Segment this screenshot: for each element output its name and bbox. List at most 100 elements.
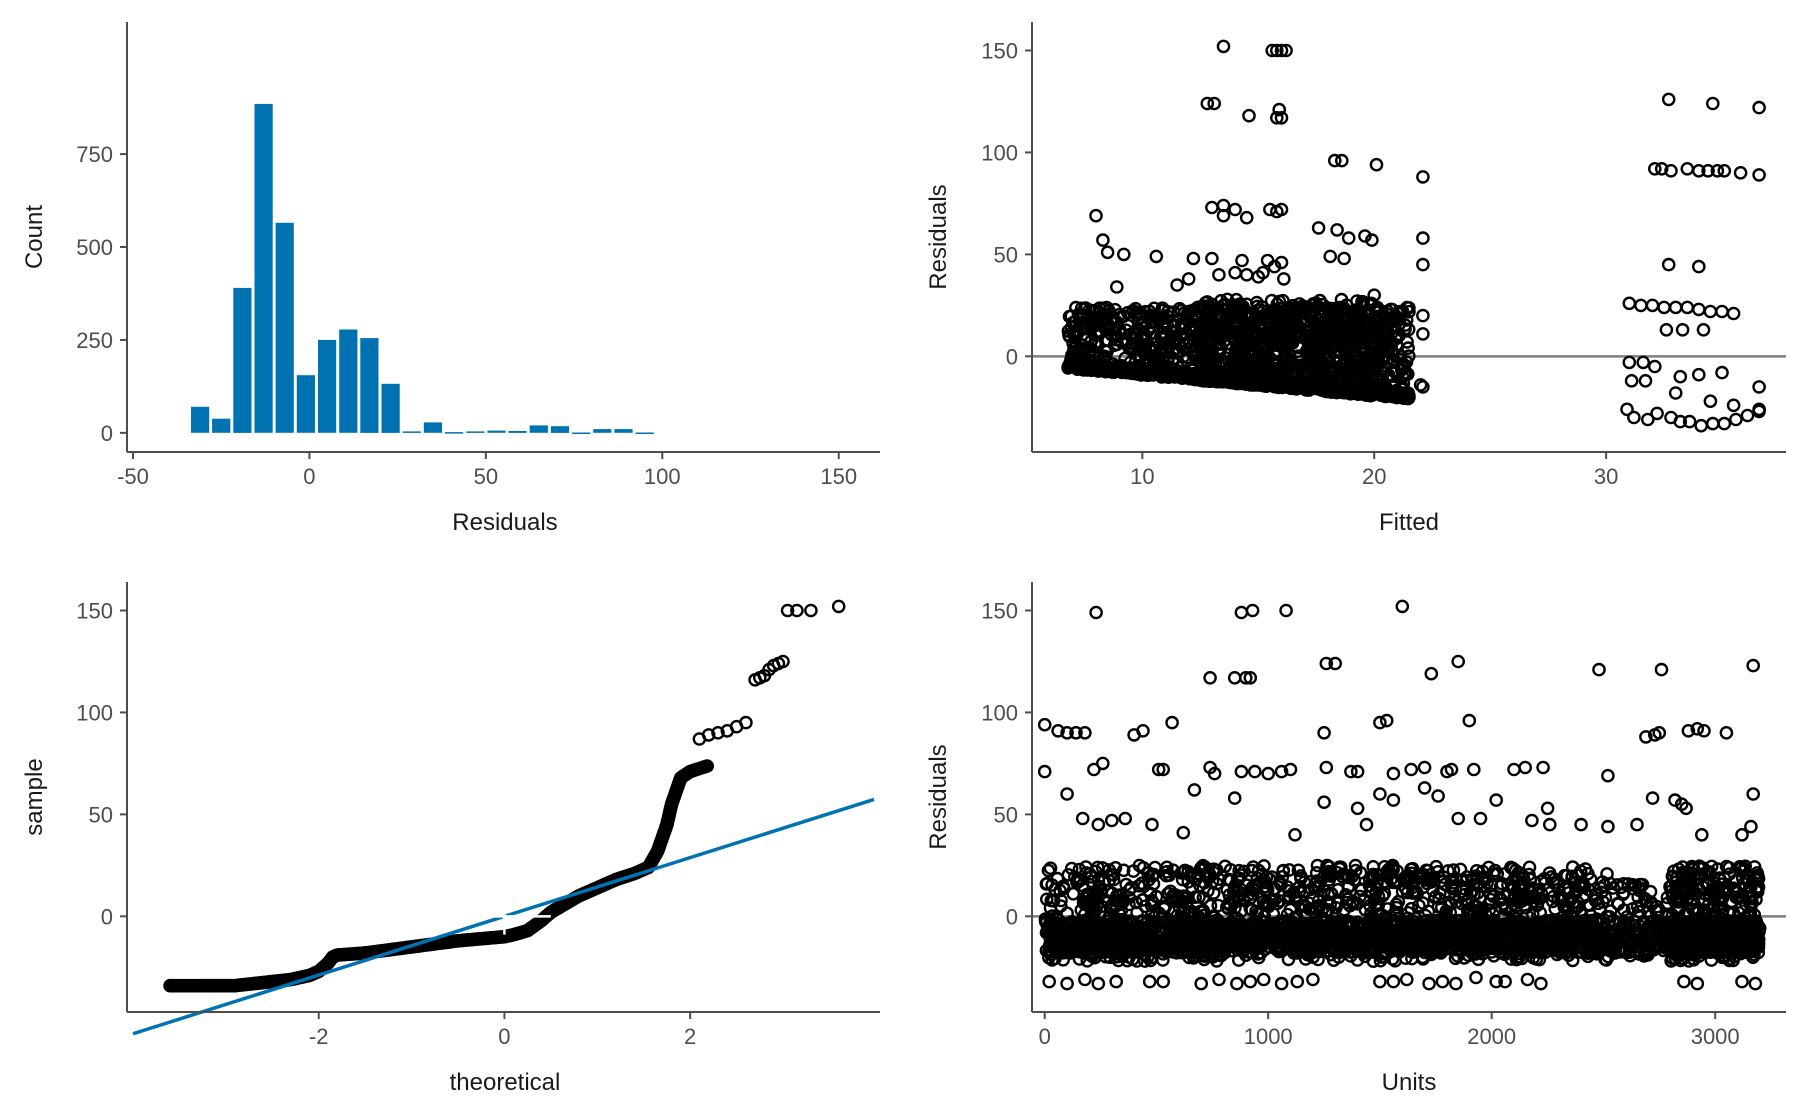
data-point	[1416, 327, 1430, 341]
data-point	[1117, 247, 1131, 262]
y-tick-label: 750	[76, 142, 113, 167]
data-point	[1692, 259, 1706, 274]
data-point	[1170, 278, 1184, 292]
y-tick-label: 150	[981, 39, 1018, 64]
x-tick-label: 2	[684, 1024, 696, 1049]
x-tick-label: -2	[309, 1024, 329, 1049]
data-point	[1715, 304, 1729, 319]
x-tick-label: -50	[117, 464, 149, 489]
data-point	[1634, 298, 1648, 313]
histogram-bar	[339, 329, 358, 433]
data-point	[1752, 100, 1766, 115]
y-tick-label: 100	[76, 700, 113, 725]
data-point	[1205, 251, 1219, 266]
histogram-bar	[529, 425, 548, 433]
data-point	[1158, 327, 1172, 342]
data-point	[1675, 322, 1690, 337]
y-tick-label: 0	[101, 421, 113, 446]
x-tick-label: 100	[644, 464, 681, 489]
qq-point	[804, 603, 818, 618]
data-point	[1396, 360, 1410, 374]
data-point	[1369, 157, 1384, 172]
data-point	[1149, 249, 1164, 264]
y-tick-label: 100	[981, 140, 1018, 165]
data-point	[1416, 257, 1430, 272]
data-point	[1066, 887, 1081, 901]
data-point	[1673, 369, 1688, 384]
data-point	[1726, 398, 1741, 413]
data-point	[1726, 306, 1741, 321]
x-axis-title: Fitted	[1379, 509, 1439, 536]
data-point	[1624, 373, 1639, 388]
data-point	[1239, 210, 1254, 225]
histogram-bar	[445, 432, 464, 434]
histogram-bar	[296, 375, 315, 433]
data-point	[1680, 300, 1695, 315]
data-point	[1181, 272, 1196, 286]
y-axis-title: Count	[21, 205, 48, 269]
data-point	[1703, 304, 1718, 319]
data-point	[1119, 336, 1133, 351]
data-point	[1717, 163, 1732, 178]
data-point	[1096, 233, 1110, 247]
data-point	[1145, 342, 1159, 357]
data-point	[1089, 208, 1103, 223]
histogram-bar	[233, 287, 252, 433]
histogram-bar	[191, 406, 210, 433]
data-point	[1235, 253, 1249, 268]
data-point	[1416, 170, 1430, 184]
data-point	[1099, 300, 1114, 315]
histogram-bar	[508, 431, 527, 433]
data-point	[1622, 296, 1637, 311]
data-point	[1752, 168, 1766, 182]
data-point	[1110, 280, 1124, 294]
data-point	[1147, 301, 1161, 316]
y-axis-title: sample	[21, 758, 48, 835]
y-tick-label: 250	[76, 328, 113, 353]
data-point	[1187, 344, 1201, 359]
data-point	[1186, 251, 1201, 266]
histogram-bar	[466, 431, 485, 433]
data-point	[1212, 267, 1226, 282]
y-tick-label: 0	[1006, 344, 1018, 369]
x-tick-label: 150	[820, 464, 857, 489]
data-point	[1733, 165, 1748, 180]
y-tick-label: 0	[101, 904, 113, 929]
data-point	[1335, 153, 1349, 168]
data-point	[1638, 373, 1653, 388]
data-point	[1216, 39, 1231, 54]
data-point	[1696, 322, 1711, 337]
histogram-bar	[572, 432, 591, 434]
data-point	[1648, 359, 1662, 374]
data-point	[1239, 267, 1254, 282]
data-point	[1242, 108, 1256, 123]
data-point	[1694, 418, 1708, 433]
data-point	[1645, 298, 1660, 313]
data-point	[1330, 223, 1344, 237]
data-point	[1416, 231, 1430, 245]
histogram-bar	[423, 422, 442, 433]
histogram-bar	[254, 103, 273, 433]
data-point	[1706, 416, 1720, 431]
y-tick-label: 150	[76, 599, 113, 624]
data-point	[1668, 386, 1683, 400]
data-point	[1740, 408, 1755, 423]
x-axis-title: theoretical	[450, 1069, 561, 1096]
data-point	[1207, 96, 1221, 111]
data-point	[1729, 412, 1743, 427]
x-axis-title: Residuals	[452, 509, 557, 536]
histogram-bar	[593, 429, 612, 433]
data-point	[1627, 410, 1641, 425]
y-tick-label: 500	[76, 235, 113, 260]
histogram-bar	[614, 429, 633, 433]
x-tick-label: 50	[474, 464, 498, 489]
data-point	[1706, 96, 1720, 111]
data-point	[1622, 355, 1637, 370]
data-point	[1692, 367, 1706, 382]
data-point	[1703, 394, 1718, 409]
histogram-bar	[275, 222, 294, 433]
